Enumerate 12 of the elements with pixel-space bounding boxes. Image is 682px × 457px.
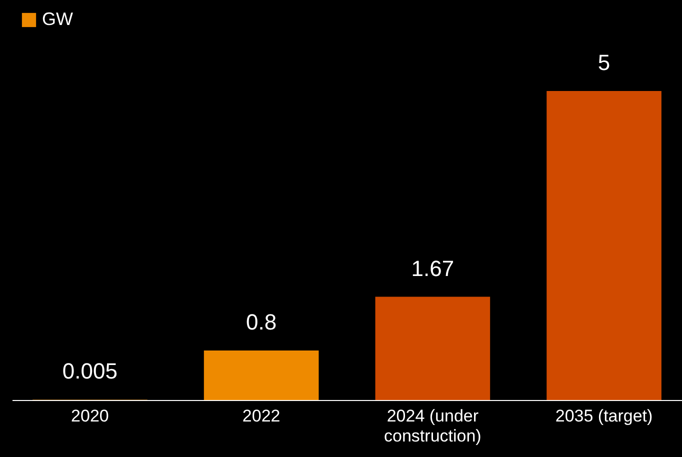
data-label: 5 — [598, 50, 610, 75]
x-tick-label: 2024 (under construction) — [384, 406, 482, 446]
legend-label: GW — [42, 9, 73, 29]
x-tick-label: 2035 (target) — [555, 406, 653, 426]
x-tick-label: 2022 — [242, 406, 280, 426]
bar — [546, 91, 662, 400]
data-label: 0.8 — [246, 310, 277, 335]
bar — [204, 350, 319, 400]
bar — [375, 296, 490, 400]
data-label: 1.67 — [411, 256, 454, 281]
data-label: 0.005 — [62, 358, 118, 384]
x-tick-label: 2020 — [71, 406, 109, 426]
